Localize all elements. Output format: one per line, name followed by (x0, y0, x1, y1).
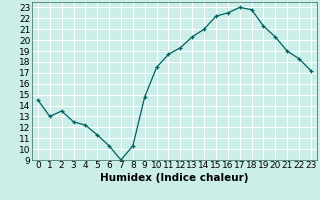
X-axis label: Humidex (Indice chaleur): Humidex (Indice chaleur) (100, 173, 249, 183)
